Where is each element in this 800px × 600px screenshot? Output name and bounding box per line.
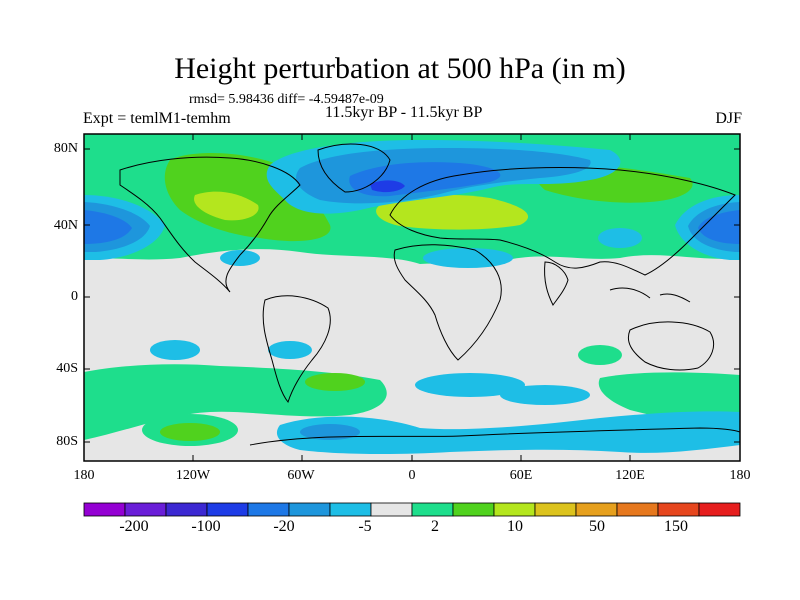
lat-label-40s: 40S — [56, 361, 78, 376]
cbar-label-5: 10 — [507, 518, 523, 535]
lat-label-0: 0 — [71, 289, 78, 304]
arctic-negative-deep — [370, 180, 405, 193]
coast-europe-asia — [389, 167, 736, 276]
cbar-label-1: -100 — [191, 518, 221, 535]
colorbar-swatch-13 — [616, 502, 659, 517]
coast-greenland — [317, 143, 391, 193]
colorbar-swatch-14 — [657, 502, 700, 517]
lat-label-40n: 40N — [53, 218, 78, 233]
negative-patch-sw-pacific — [150, 340, 200, 360]
season-label: DJF — [715, 110, 742, 127]
stats-line: rmsd= 5.98436 diff= -4.59487e-09 — [189, 92, 384, 107]
period-label: 11.5kyr BP - 11.5kyr BP — [325, 104, 483, 121]
lon-label-120w: 120W — [175, 468, 211, 483]
coast-north-america — [119, 156, 301, 293]
colorbar-swatch-6 — [329, 502, 372, 517]
colorbar-swatch-0 — [83, 502, 126, 517]
colorbar-swatch-5 — [288, 502, 331, 517]
colorbar-swatch-11 — [534, 502, 577, 517]
cbar-label-6: 50 — [589, 518, 605, 535]
colorbar-swatch-2 — [165, 502, 208, 517]
colorbar-swatch-8 — [411, 502, 454, 517]
lon-label-60e: 60E — [509, 468, 533, 483]
negative-patch-south-indian-b — [500, 385, 590, 405]
lon-label-180w: 180 — [73, 468, 95, 483]
antarctic-negative-core — [300, 424, 360, 440]
cbar-label-0: -200 — [119, 518, 149, 535]
pacific-low-east-core — [698, 210, 740, 244]
positive-patch-indian — [578, 345, 622, 365]
yellow-zone-eurasia — [376, 194, 529, 230]
negative-patch-south-indian — [415, 373, 525, 397]
coast-australia — [627, 321, 714, 371]
colorbar-swatch-12 — [575, 502, 618, 517]
coast-southeast-asia — [609, 287, 691, 303]
lon-label-180e: 180 — [729, 468, 751, 483]
cbar-label-4: 2 — [431, 518, 439, 535]
green-patch-south-pacific-core — [160, 423, 220, 441]
contour-fields — [84, 134, 740, 461]
coast-africa — [393, 244, 502, 361]
lon-label-0: 0 — [408, 468, 416, 483]
green-patch-south-atlantic — [305, 373, 365, 391]
cbar-label-7: 150 — [664, 518, 688, 535]
coast-antarctica — [249, 427, 740, 446]
colorbar-swatch-4 — [247, 502, 290, 517]
axis-ticks — [83, 134, 741, 461]
colorbar-swatch-3 — [206, 502, 249, 517]
negative-patch-sa-west — [268, 341, 312, 359]
colorbar-swatch-10 — [493, 502, 536, 517]
coast-south-america — [262, 295, 331, 404]
negative-patch-pacific — [220, 250, 260, 266]
colorbar-swatch-1 — [124, 502, 167, 517]
colorbar-swatch-7 — [370, 502, 413, 517]
plot-title: Height perturbation at 500 hPa (in m) — [174, 52, 626, 85]
coast-india — [544, 261, 569, 306]
colorbar-swatch-15 — [698, 502, 741, 517]
coastlines — [119, 143, 740, 446]
colorbar — [83, 502, 741, 517]
cbar-label-2: -20 — [273, 518, 295, 535]
lat-label-80s: 80S — [56, 434, 78, 449]
lon-label-120e: 120E — [615, 468, 645, 483]
antarctic-negative — [276, 411, 740, 455]
colorbar-swatch-9 — [452, 502, 495, 517]
negative-patch-africa — [423, 248, 513, 268]
lat-label-80n: 80N — [53, 141, 78, 156]
yellow-zone-namerica — [194, 191, 259, 221]
experiment-label: Expt = temlM1-temhm — [83, 110, 231, 127]
cbar-label-3: -5 — [358, 518, 372, 535]
lon-label-60w: 60W — [287, 468, 315, 483]
pacific-low-west-core — [84, 210, 132, 244]
negative-patch-china — [598, 228, 642, 248]
